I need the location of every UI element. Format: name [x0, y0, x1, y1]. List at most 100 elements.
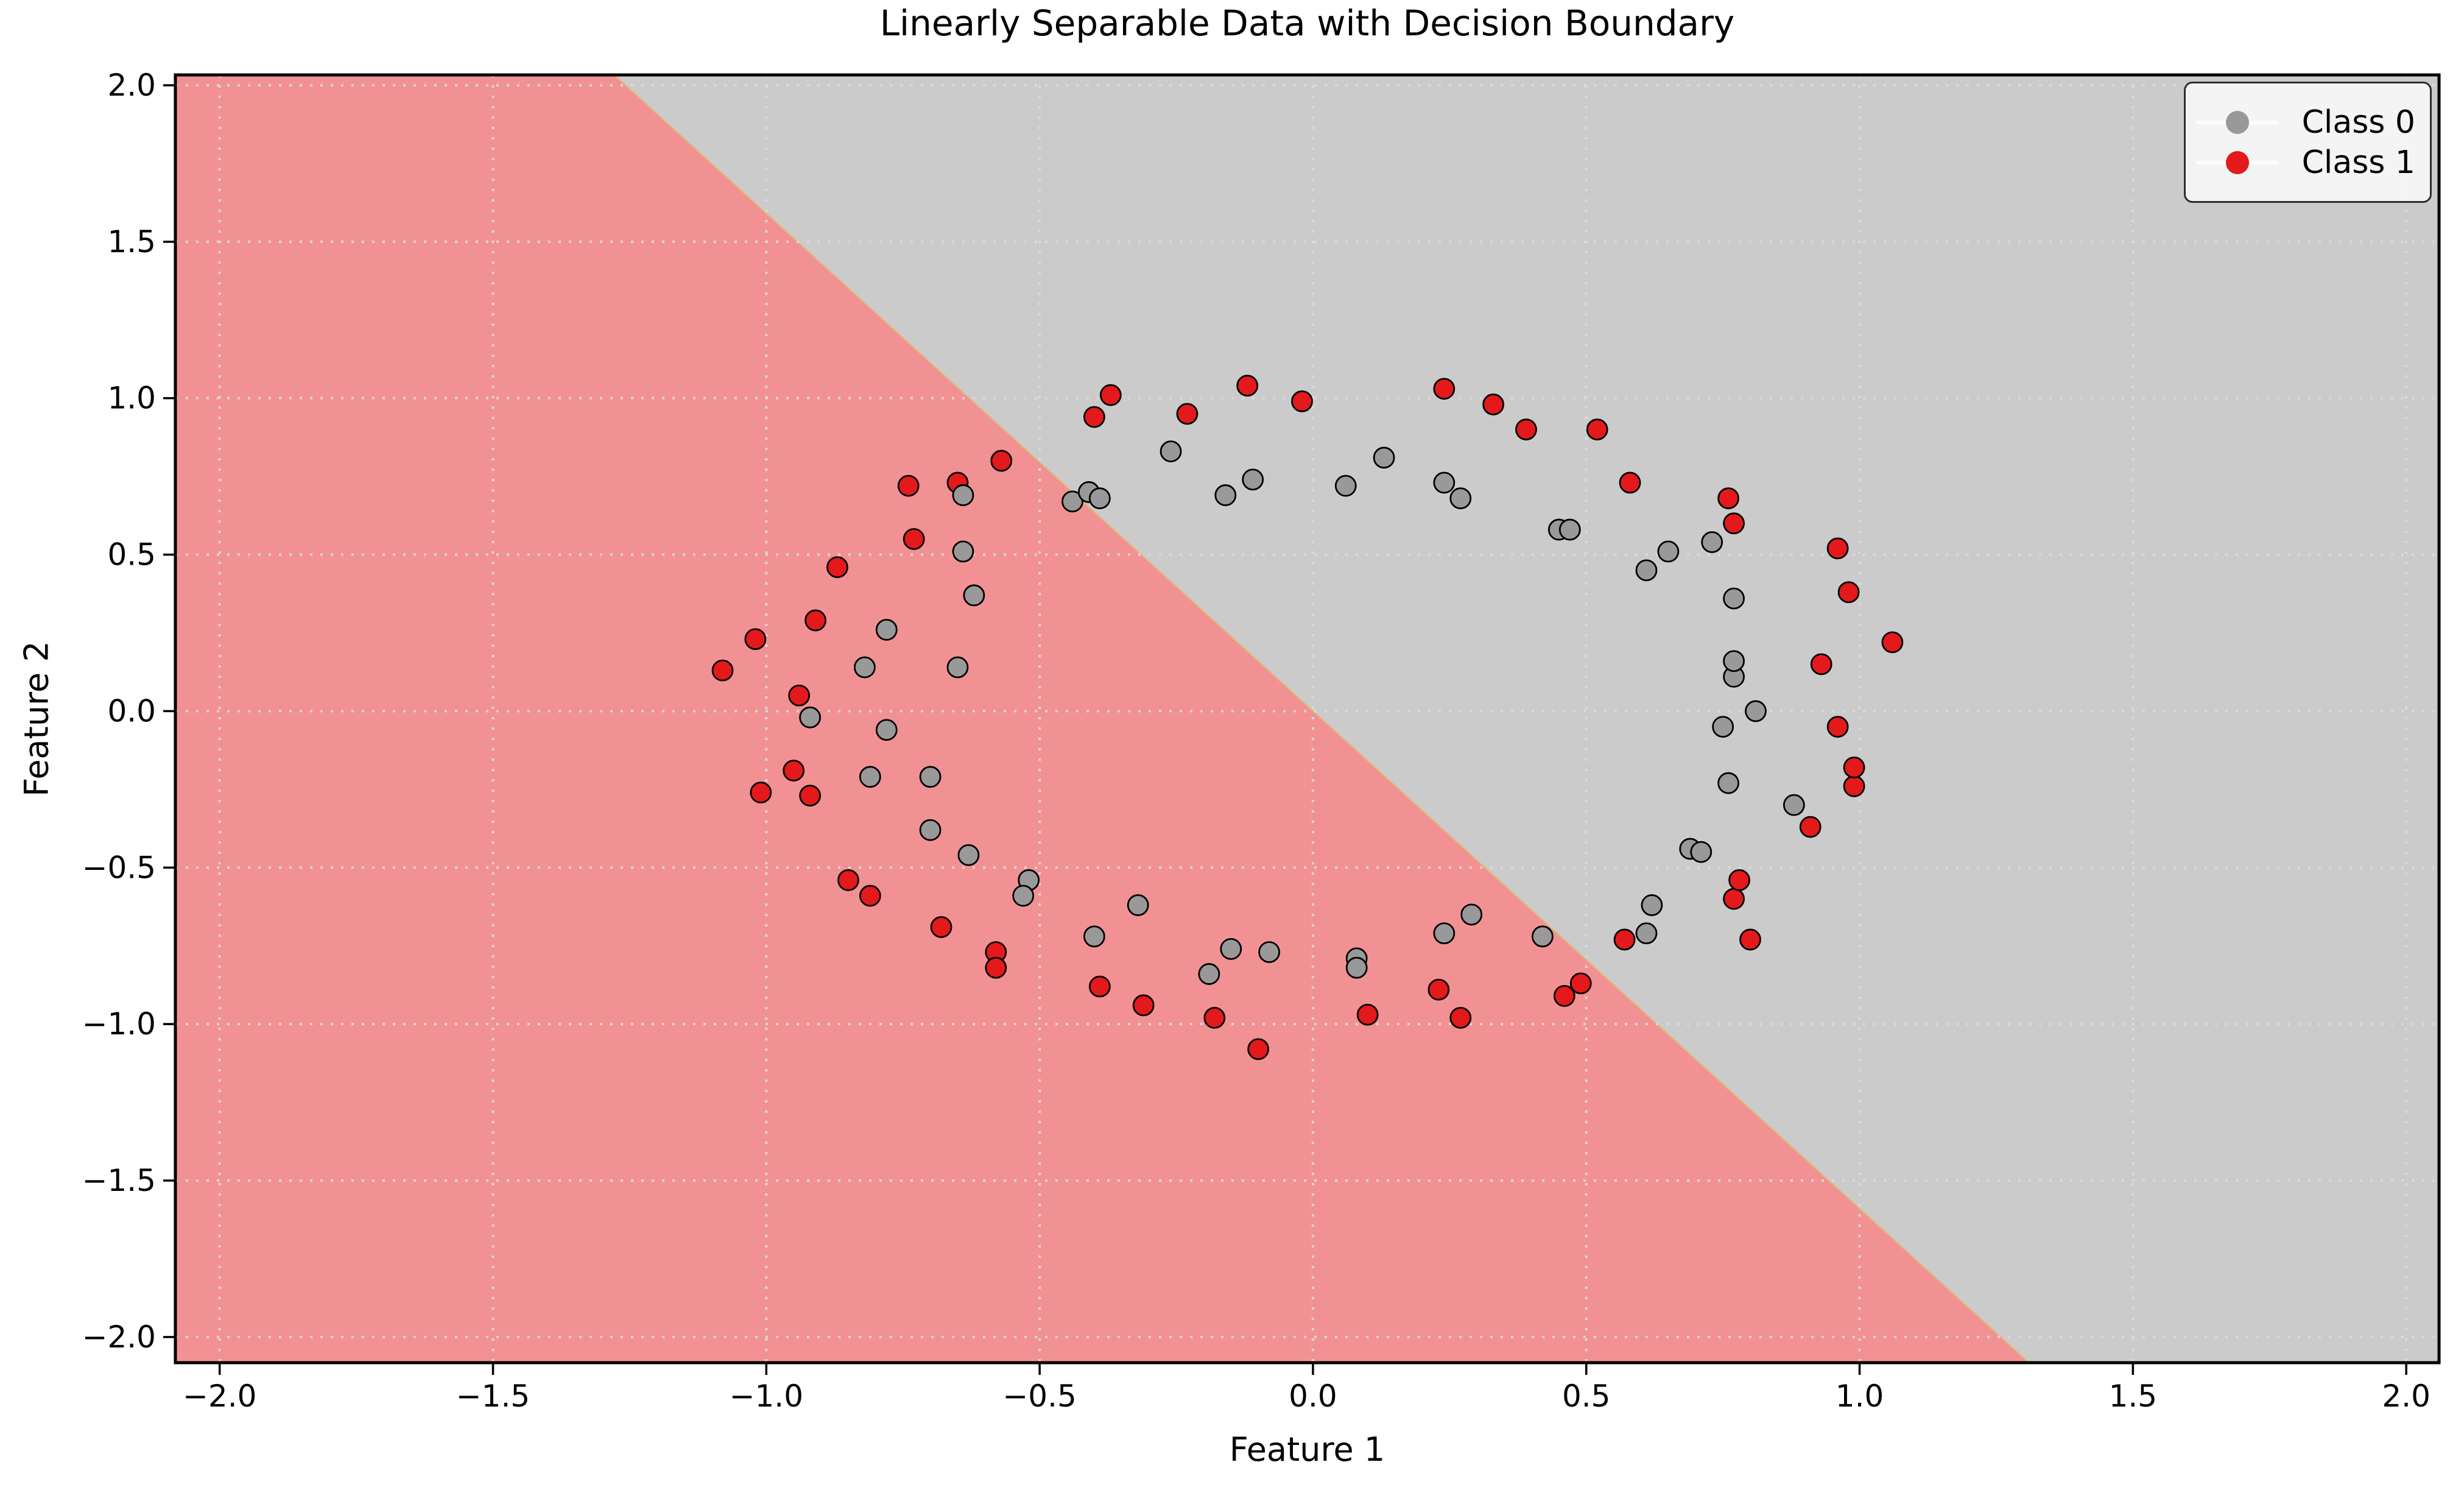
decision-boundary-line [613, 74, 2030, 1364]
data-point-class0 [1242, 468, 1264, 491]
legend: Class 0 Class 1 [2184, 82, 2432, 203]
x-tick-label: 1.5 [2109, 1379, 2158, 1414]
x-tick-label: −0.5 [1002, 1379, 1076, 1414]
legend-marker-wrap [2192, 109, 2283, 136]
y-tick-label: 0.5 [107, 537, 156, 573]
data-point-class0 [1690, 841, 1712, 863]
data-point-class1 [1728, 869, 1750, 891]
legend-label-class1: Class 1 [2301, 144, 2415, 181]
data-point-class1 [1099, 384, 1122, 406]
data-point-class1 [783, 760, 805, 782]
data-point-class0 [1532, 925, 1554, 948]
data-point-class1 [1427, 978, 1450, 1001]
y-tick-label: −2.0 [82, 1319, 156, 1355]
x-tick-label: −2.0 [183, 1379, 256, 1414]
decision-region-class0 [614, 75, 2439, 1363]
data-point-class1 [1356, 1003, 1379, 1026]
data-point-class0 [1088, 487, 1111, 509]
x-tick-label: −1.5 [456, 1379, 530, 1414]
data-point-class0 [919, 819, 942, 841]
data-point-class0 [875, 719, 898, 741]
data-point-class1 [1810, 653, 1832, 676]
legend-marker-wrap [2192, 149, 2283, 176]
y-tick-label: −1.0 [82, 1006, 156, 1042]
data-point-class0 [1635, 559, 1658, 582]
data-point-class1 [1553, 985, 1575, 1007]
data-point-class1 [1449, 1006, 1472, 1029]
legend-entry-class1: Class 1 [2192, 147, 2419, 178]
data-point-class0 [1712, 716, 1734, 738]
legend-entry-class0: Class 0 [2192, 107, 2419, 138]
data-point-class1 [1739, 928, 1761, 951]
x-tick-label: −1.0 [730, 1379, 803, 1414]
data-point-class1 [750, 782, 772, 803]
data-point-class1 [1088, 975, 1111, 998]
data-point-class0 [1334, 475, 1357, 497]
data-point-class1 [1799, 816, 1822, 838]
data-point-class0 [1198, 963, 1220, 985]
data-point-class0 [1745, 700, 1767, 722]
data-point-class1 [985, 956, 1007, 979]
data-point-class0 [1433, 471, 1456, 494]
data-point-class0 [1433, 922, 1456, 945]
data-point-class0 [1449, 487, 1472, 509]
data-point-class0 [1783, 794, 1805, 816]
data-point-class0 [946, 656, 969, 679]
data-point-class0 [952, 540, 974, 563]
data-point-class1 [711, 659, 734, 682]
data-point-class0 [1160, 440, 1182, 462]
data-point-class1 [1613, 928, 1636, 951]
data-point-class0 [859, 766, 881, 788]
data-point-class1 [1586, 418, 1608, 440]
data-point-class1 [1837, 581, 1860, 604]
decision-region-class1 [175, 75, 2029, 1363]
data-point-class1 [1881, 631, 1904, 654]
x-tick-label: 2.0 [2382, 1379, 2431, 1414]
plot-frame [174, 73, 2441, 1365]
data-point-class1 [837, 869, 859, 891]
data-point-class0 [1258, 941, 1281, 963]
data-point-class0 [875, 618, 898, 641]
data-point-class0 [1701, 531, 1723, 553]
data-point-class0 [1723, 650, 1745, 673]
data-point-class1 [744, 628, 767, 651]
data-point-class0 [1345, 956, 1368, 979]
data-point-class0 [1635, 922, 1658, 945]
data-point-class1 [859, 884, 881, 907]
data-point-class1 [1826, 716, 1849, 738]
data-point-class0 [1657, 540, 1680, 563]
y-tick-label: −1.5 [82, 1163, 156, 1198]
data-point-class1 [788, 684, 811, 707]
data-point-class0 [952, 484, 974, 506]
data-point-class0 [853, 656, 876, 679]
class1-marker-icon [2226, 150, 2249, 174]
data-point-class0 [1012, 884, 1035, 907]
x-axis-label: Feature 1 [1229, 1430, 1385, 1469]
data-point-class1 [903, 528, 925, 550]
data-point-class1 [990, 450, 1013, 472]
data-point-class0 [1127, 894, 1149, 916]
data-point-class1 [1291, 390, 1313, 412]
data-point-class1 [1132, 994, 1155, 1017]
class0-marker-icon [2226, 110, 2249, 134]
data-point-class0 [1460, 903, 1483, 926]
x-tick-label: 0.0 [1289, 1379, 1337, 1414]
data-point-class1 [930, 916, 952, 938]
y-tick-label: 2.0 [107, 68, 156, 103]
data-point-class0 [799, 706, 822, 729]
data-point-class1 [897, 475, 920, 497]
data-point-class1 [1843, 775, 1865, 797]
data-point-class1 [1723, 888, 1745, 910]
data-point-class0 [1717, 772, 1740, 794]
x-tick-label: 1.0 [1836, 1379, 1884, 1414]
data-point-class0 [1214, 484, 1237, 506]
y-tick-label: 0.0 [107, 693, 156, 729]
chart-title: Linearly Separable Data with Decision Bo… [879, 2, 1735, 44]
data-point-class1 [826, 556, 848, 578]
data-point-class0 [1641, 894, 1663, 916]
data-point-class1 [1176, 403, 1199, 425]
data-point-class1 [799, 785, 822, 807]
data-point-class0 [1061, 490, 1083, 513]
data-point-class1 [1826, 537, 1849, 560]
